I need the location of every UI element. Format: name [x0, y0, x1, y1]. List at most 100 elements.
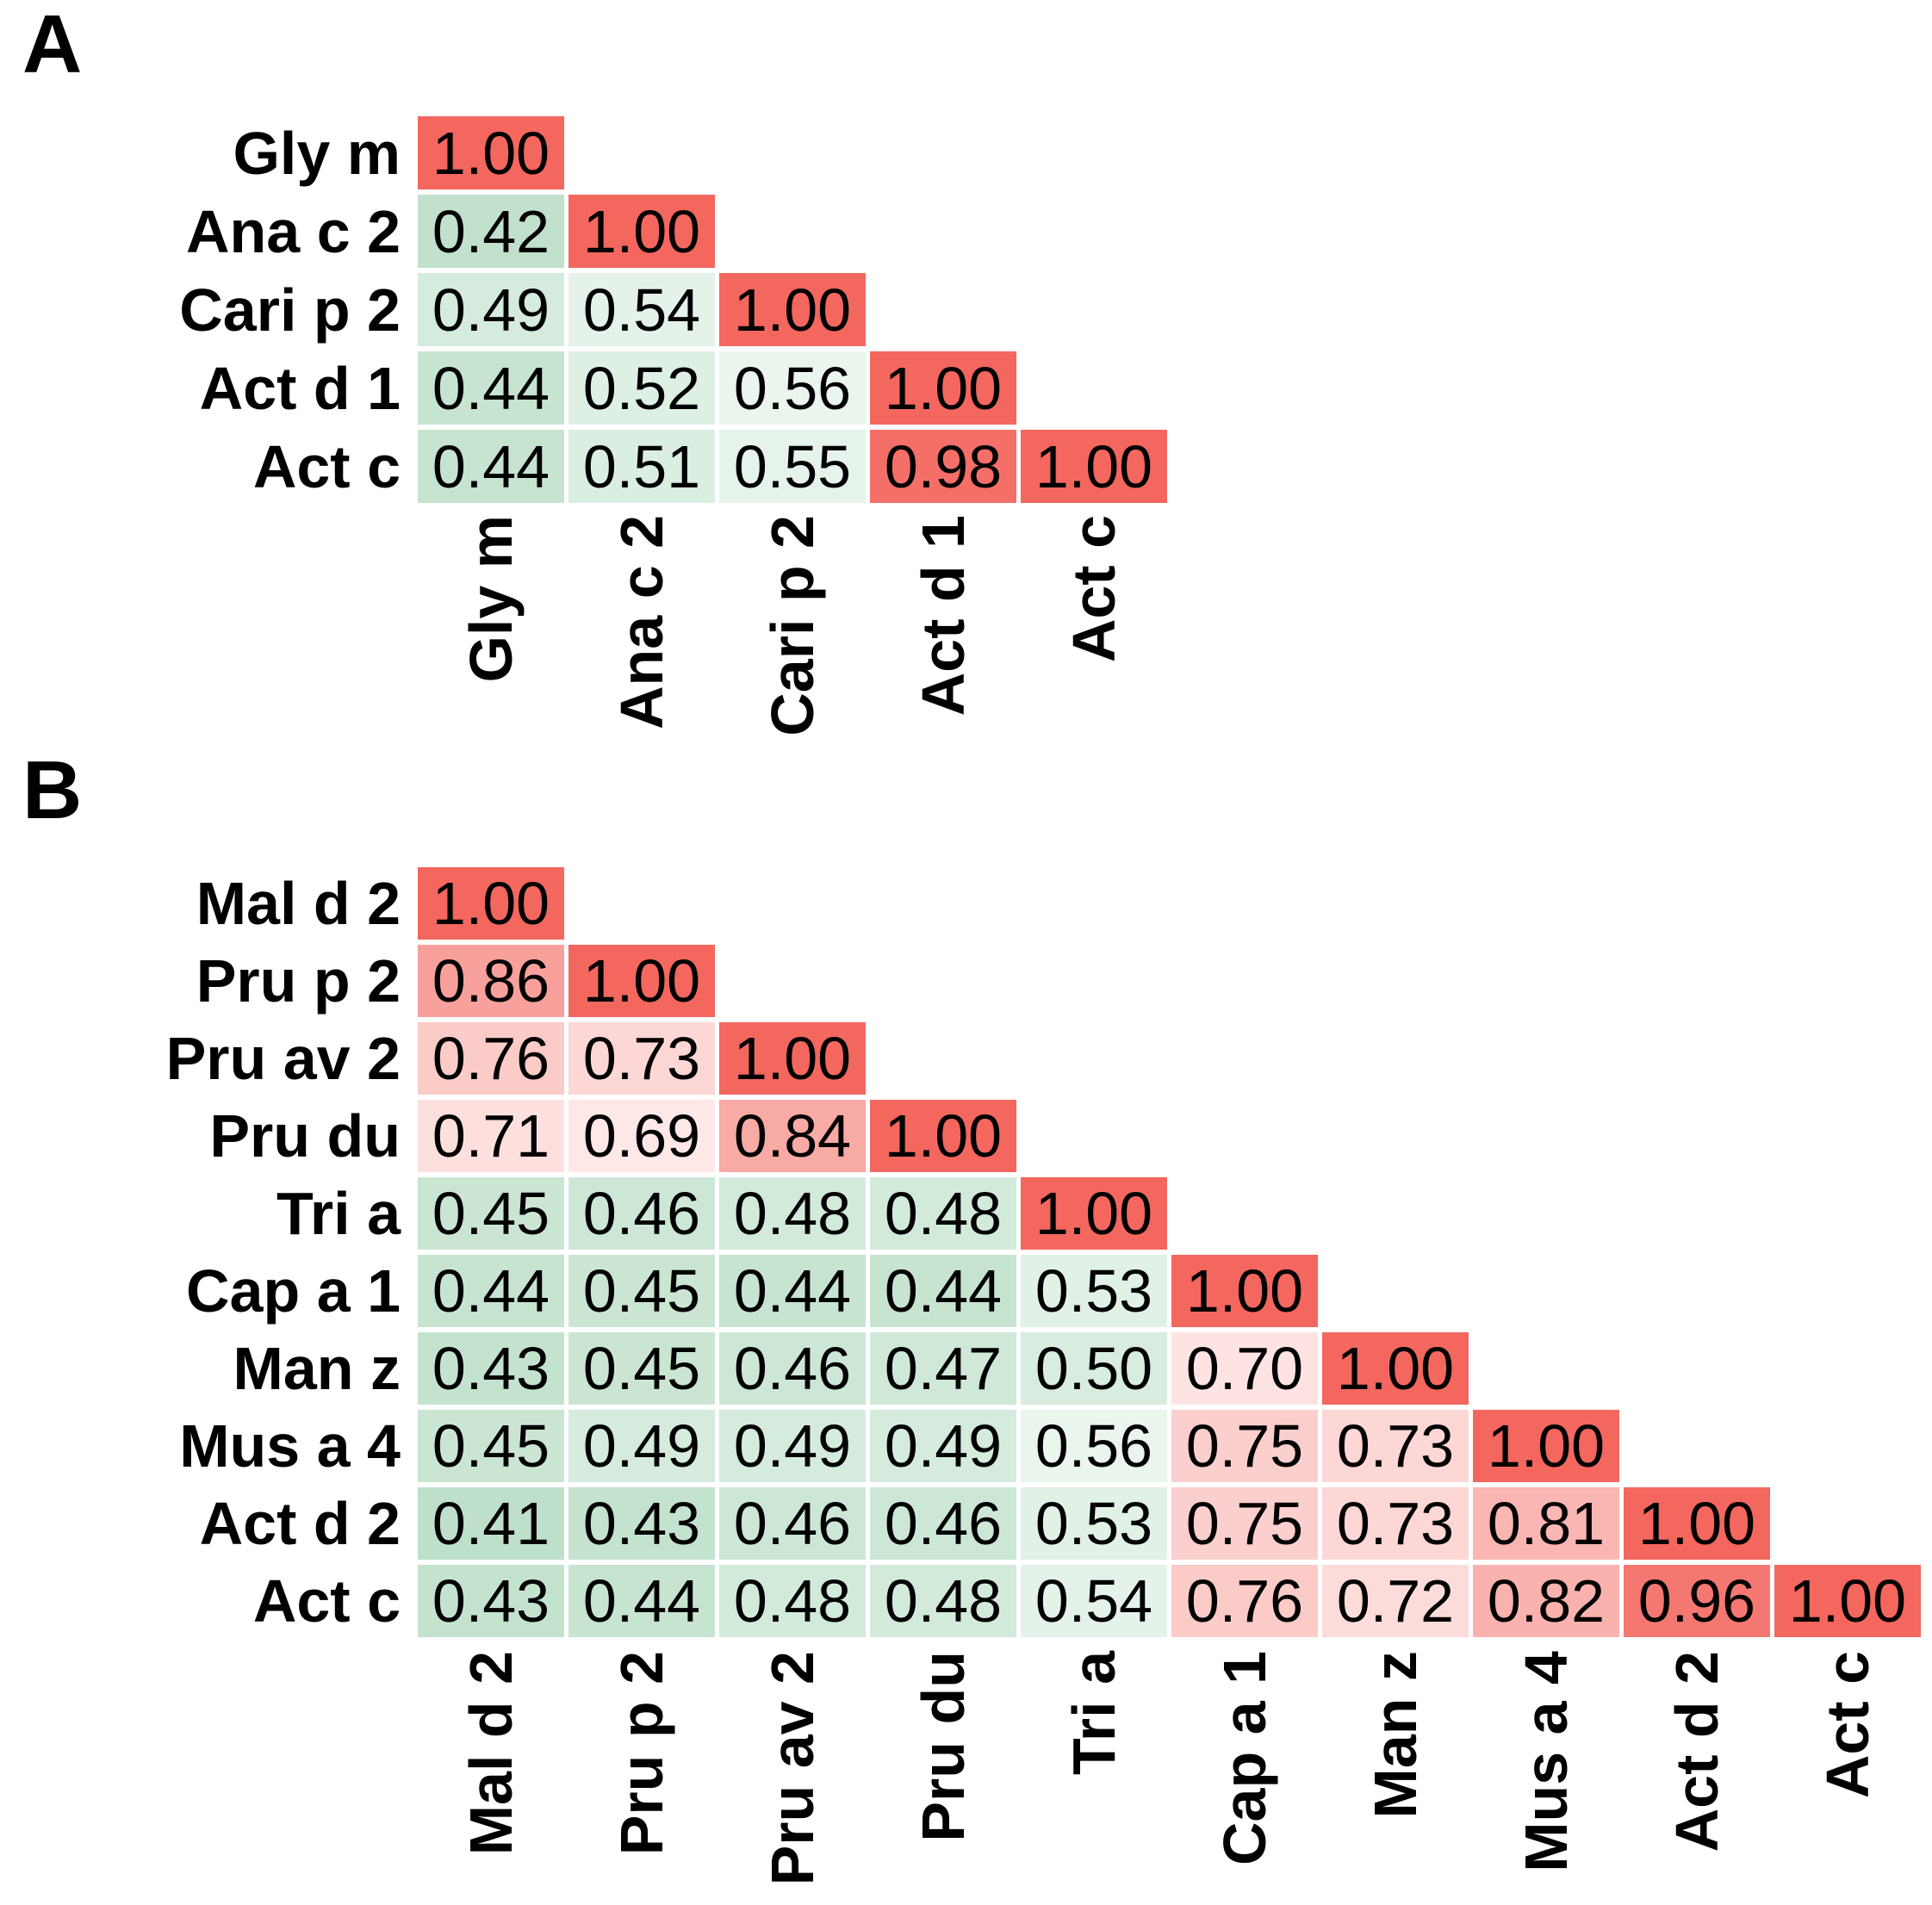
row-label-act-d-1: Act d 1: [199, 354, 401, 422]
row-label-tri-a: Tri a: [276, 1180, 401, 1247]
row-label-cari-p-2: Cari p 2: [179, 276, 401, 344]
corr-cell-act-c-x-act-c: 1.00: [1021, 430, 1167, 503]
col-label-tri-a: Tri a: [1060, 1651, 1128, 1775]
col-label-box-pru-av-2: Pru av 2: [719, 1651, 866, 1905]
row-label-act-c: Act c: [252, 1567, 401, 1635]
row-label-pru-av-2: Pru av 2: [165, 1025, 401, 1092]
col-label-man-z: Man z: [1362, 1651, 1429, 1819]
corr-cell-act-c-x-gly-m: 0.44: [418, 430, 564, 503]
corr-cell-pru-p-2-x-pru-p-2: 1.00: [568, 945, 715, 1017]
corr-cell-cap-a-1-x-tri-a: 0.53: [1021, 1255, 1167, 1327]
corr-cell-man-z-x-tri-a: 0.50: [1021, 1332, 1167, 1405]
col-label-box-pru-du: Pru du: [870, 1651, 1016, 1905]
corr-cell-act-c-x-pru-av-2: 0.48: [719, 1565, 866, 1637]
corr-cell-act-c-x-mal-d-2: 0.43: [418, 1565, 564, 1637]
corr-cell-act-c-x-ana-c-2: 0.51: [568, 430, 715, 503]
row-label-pru-du: Pru du: [209, 1102, 401, 1170]
col-label-box-mal-d-2: Mal d 2: [418, 1651, 564, 1905]
corr-cell-act-c-x-pru-du: 0.48: [870, 1565, 1016, 1637]
corr-cell-act-c-x-act-c: 1.00: [1774, 1565, 1921, 1637]
col-label-mal-d-2: Mal d 2: [457, 1651, 525, 1856]
col-label-cap-a-1: Cap a 1: [1211, 1651, 1278, 1865]
corr-cell-pru-p-2-x-mal-d-2: 0.86: [418, 945, 564, 1017]
col-label-box-act-d-2: Act d 2: [1624, 1651, 1770, 1905]
col-label-pru-av-2: Pru av 2: [759, 1651, 826, 1886]
corr-cell-tri-a-x-pru-du: 0.48: [870, 1177, 1016, 1250]
corr-cell-act-c-x-man-z: 0.72: [1322, 1565, 1469, 1637]
corr-cell-cap-a-1-x-pru-av-2: 0.44: [719, 1255, 866, 1327]
corr-cell-pru-av-2-x-pru-p-2: 0.73: [568, 1022, 715, 1095]
corr-cell-act-c-x-mus-a-4: 0.82: [1473, 1565, 1619, 1637]
corr-cell-mus-a-4-x-mal-d-2: 0.45: [418, 1410, 564, 1482]
corr-cell-act-d-2-x-mal-d-2: 0.41: [418, 1487, 564, 1560]
corr-cell-act-d-2-x-pru-p-2: 0.43: [568, 1487, 715, 1560]
corr-cell-act-d-2-x-act-d-2: 1.00: [1624, 1487, 1770, 1560]
corr-cell-cap-a-1-x-cap-a-1: 1.00: [1171, 1255, 1318, 1327]
corr-cell-cap-a-1-x-pru-p-2: 0.45: [568, 1255, 715, 1327]
col-label-pru-du: Pru du: [910, 1651, 977, 1842]
panel-b-letter: B: [22, 744, 83, 836]
corr-cell-act-d-2-x-man-z: 0.73: [1322, 1487, 1469, 1560]
corr-cell-mus-a-4-x-pru-p-2: 0.49: [568, 1410, 715, 1482]
corr-cell-man-z-x-man-z: 1.00: [1322, 1332, 1469, 1405]
corr-cell-act-d-2-x-pru-av-2: 0.46: [719, 1487, 866, 1560]
corr-cell-act-c-x-pru-p-2: 0.44: [568, 1565, 715, 1637]
corr-cell-act-c-x-cari-p-2: 0.55: [719, 430, 866, 503]
col-label-act-c: Act c: [1814, 1651, 1881, 1799]
corr-cell-act-c-x-act-d-2: 0.96: [1624, 1565, 1770, 1637]
corr-cell-man-z-x-pru-p-2: 0.45: [568, 1332, 715, 1405]
corr-cell-mus-a-4-x-mus-a-4: 1.00: [1473, 1410, 1619, 1482]
row-label-mus-a-4: Mus a 4: [179, 1412, 401, 1480]
corr-cell-act-d-1-x-ana-c-2: 0.52: [568, 351, 715, 425]
col-label-pru-p-2: Pru p 2: [608, 1651, 675, 1856]
row-label-ana-c-2: Ana c 2: [186, 197, 401, 265]
corr-cell-mus-a-4-x-man-z: 0.73: [1322, 1410, 1469, 1482]
col-label-box-cap-a-1: Cap a 1: [1171, 1651, 1318, 1905]
corr-cell-tri-a-x-mal-d-2: 0.45: [418, 1177, 564, 1250]
col-label-box-pru-p-2: Pru p 2: [568, 1651, 715, 1905]
corr-cell-gly-m-x-gly-m: 1.00: [418, 116, 564, 189]
col-label-box-act-c: Act c: [1774, 1651, 1921, 1905]
corr-cell-tri-a-x-tri-a: 1.00: [1021, 1177, 1167, 1250]
panel-a-letter: A: [22, 0, 83, 90]
row-label-act-c: Act c: [252, 432, 401, 500]
corr-cell-act-d-1-x-cari-p-2: 0.56: [719, 351, 866, 425]
row-label-pru-p-2: Pru p 2: [196, 947, 401, 1015]
row-label-cap-a-1: Cap a 1: [186, 1257, 401, 1325]
corr-cell-man-z-x-cap-a-1: 0.70: [1171, 1332, 1318, 1405]
corr-cell-mus-a-4-x-pru-du: 0.49: [870, 1410, 1016, 1482]
corr-cell-pru-av-2-x-mal-d-2: 0.76: [418, 1022, 564, 1095]
corr-cell-man-z-x-pru-av-2: 0.46: [719, 1332, 866, 1405]
corr-cell-act-c-x-act-d-1: 0.98: [870, 430, 1016, 503]
corr-cell-ana-c-2-x-gly-m: 0.42: [418, 195, 564, 268]
corr-cell-cari-p-2-x-ana-c-2: 0.54: [568, 273, 715, 346]
corr-cell-act-c-x-cap-a-1: 0.76: [1171, 1565, 1318, 1637]
corr-cell-mus-a-4-x-tri-a: 0.56: [1021, 1410, 1167, 1482]
corr-cell-pru-av-2-x-pru-av-2: 1.00: [719, 1022, 866, 1095]
corr-cell-ana-c-2-x-ana-c-2: 1.00: [568, 195, 715, 268]
row-label-mal-d-2: Mal d 2: [196, 870, 401, 937]
corr-cell-act-d-1-x-gly-m: 0.44: [418, 351, 564, 425]
col-label-act-d-2: Act d 2: [1663, 1651, 1730, 1852]
col-label-box-mus-a-4: Mus a 4: [1473, 1651, 1619, 1905]
row-label-act-d-2: Act d 2: [199, 1490, 401, 1557]
corr-cell-act-c-x-tri-a: 0.54: [1021, 1565, 1167, 1637]
col-label-mus-a-4: Mus a 4: [1513, 1651, 1580, 1872]
corr-cell-pru-du-x-mal-d-2: 0.71: [418, 1100, 564, 1172]
row-label-man-z: Man z: [233, 1335, 401, 1402]
corr-cell-pru-du-x-pru-av-2: 0.84: [719, 1100, 866, 1172]
corr-cell-cari-p-2-x-gly-m: 0.49: [418, 273, 564, 346]
corr-cell-cari-p-2-x-cari-p-2: 1.00: [719, 273, 866, 346]
corr-cell-mal-d-2-x-mal-d-2: 1.00: [418, 867, 564, 940]
corr-cell-act-d-2-x-cap-a-1: 0.75: [1171, 1487, 1318, 1560]
corr-cell-cap-a-1-x-mal-d-2: 0.44: [418, 1255, 564, 1327]
corr-cell-tri-a-x-pru-av-2: 0.48: [719, 1177, 866, 1250]
corr-cell-pru-du-x-pru-p-2: 0.69: [568, 1100, 715, 1172]
corr-cell-act-d-2-x-pru-du: 0.46: [870, 1487, 1016, 1560]
corr-cell-tri-a-x-pru-p-2: 0.46: [568, 1177, 715, 1250]
corr-cell-pru-du-x-pru-du: 1.00: [870, 1100, 1016, 1172]
corr-cell-act-d-2-x-tri-a: 0.53: [1021, 1487, 1167, 1560]
